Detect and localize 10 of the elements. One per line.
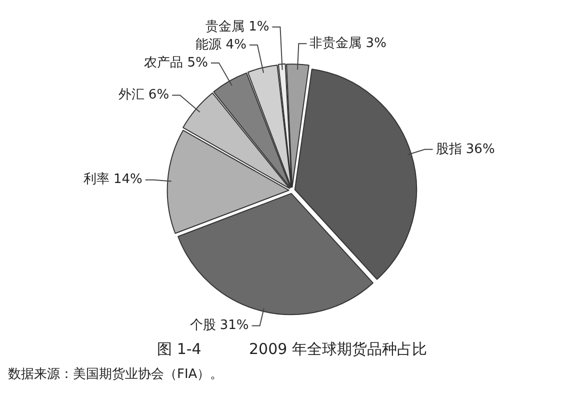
slice-label: 外汇 6% [118,88,170,103]
slice-label: 能源 4% [196,37,246,52]
slice-label: 农产品 5% [144,55,208,70]
slice-label: 非贵金属 3% [310,36,386,52]
slice-label: 利率 14% [83,171,142,188]
slice-label: 股指 36% [436,142,495,157]
text: 图 1-4 2009 年全球期货品种占比 [156,340,428,359]
source-note: 数据来源：美国期货业协会（FIA）。 [8,366,224,383]
slice-label: 贵金属 1% [205,19,270,34]
slice-label: 个股 31% [190,318,249,334]
